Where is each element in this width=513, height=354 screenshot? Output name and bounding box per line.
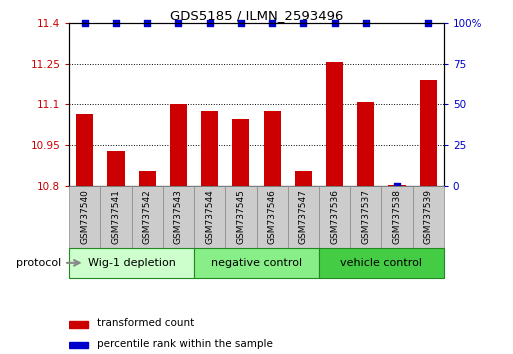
Text: GSM737537: GSM737537 xyxy=(361,189,370,244)
Bar xyxy=(69,342,88,348)
Text: GSM737539: GSM737539 xyxy=(424,189,432,244)
FancyBboxPatch shape xyxy=(194,186,225,248)
FancyBboxPatch shape xyxy=(163,186,194,248)
Bar xyxy=(295,171,312,186)
Point xyxy=(393,183,401,189)
Text: GSM737536: GSM737536 xyxy=(330,189,339,244)
FancyBboxPatch shape xyxy=(69,186,101,248)
Text: GSM737540: GSM737540 xyxy=(81,189,89,244)
FancyBboxPatch shape xyxy=(350,186,381,248)
FancyBboxPatch shape xyxy=(381,186,412,248)
Bar xyxy=(357,102,374,186)
Bar xyxy=(326,62,343,186)
Bar xyxy=(69,321,88,327)
FancyBboxPatch shape xyxy=(194,248,319,278)
Bar xyxy=(139,171,156,186)
Bar xyxy=(420,80,437,186)
Point xyxy=(81,20,89,26)
Point xyxy=(112,20,120,26)
FancyBboxPatch shape xyxy=(132,186,163,248)
Text: GSM737543: GSM737543 xyxy=(174,189,183,244)
FancyBboxPatch shape xyxy=(69,248,194,278)
Point xyxy=(237,20,245,26)
Bar xyxy=(76,114,93,186)
Text: vehicle control: vehicle control xyxy=(340,258,422,268)
Point xyxy=(330,20,339,26)
Bar xyxy=(264,111,281,186)
Text: GSM737545: GSM737545 xyxy=(236,189,245,244)
Text: negative control: negative control xyxy=(211,258,302,268)
Bar xyxy=(232,119,249,186)
Text: GSM737547: GSM737547 xyxy=(299,189,308,244)
Point xyxy=(143,20,151,26)
FancyBboxPatch shape xyxy=(101,186,132,248)
Bar xyxy=(388,185,405,186)
FancyBboxPatch shape xyxy=(288,186,319,248)
Point xyxy=(299,20,307,26)
FancyBboxPatch shape xyxy=(319,248,444,278)
Point xyxy=(206,20,214,26)
Text: protocol: protocol xyxy=(16,258,62,268)
Point xyxy=(424,20,432,26)
Text: transformed count: transformed count xyxy=(97,318,194,329)
Title: GDS5185 / ILMN_2593496: GDS5185 / ILMN_2593496 xyxy=(170,9,343,22)
Text: GSM737546: GSM737546 xyxy=(268,189,277,244)
Bar xyxy=(108,150,125,186)
Bar xyxy=(201,111,218,186)
FancyBboxPatch shape xyxy=(225,186,256,248)
Point xyxy=(174,20,183,26)
Text: GSM737542: GSM737542 xyxy=(143,189,152,244)
Bar xyxy=(170,104,187,186)
Text: Wig-1 depletion: Wig-1 depletion xyxy=(88,258,175,268)
Text: GSM737544: GSM737544 xyxy=(205,189,214,244)
Text: GSM737541: GSM737541 xyxy=(111,189,121,244)
FancyBboxPatch shape xyxy=(319,186,350,248)
Text: GSM737538: GSM737538 xyxy=(392,189,402,244)
Text: percentile rank within the sample: percentile rank within the sample xyxy=(97,339,273,349)
Point xyxy=(362,20,370,26)
FancyBboxPatch shape xyxy=(256,186,288,248)
Point xyxy=(268,20,276,26)
FancyBboxPatch shape xyxy=(412,186,444,248)
